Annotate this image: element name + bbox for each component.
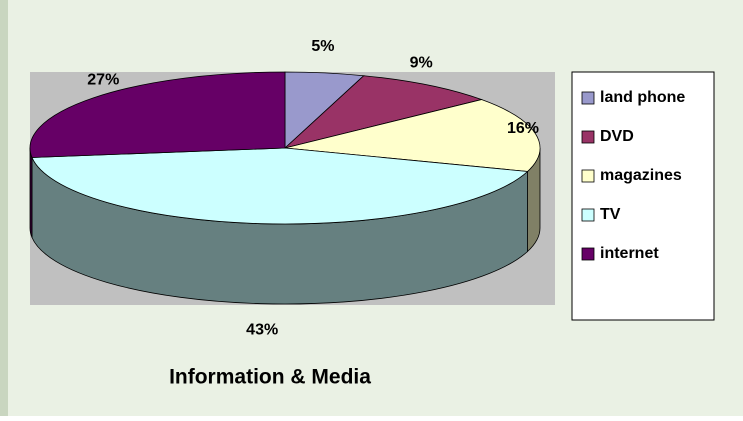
- pie-slice: [29, 71, 286, 158]
- legend-swatch: [581, 130, 595, 144]
- legend-label: land phone: [600, 89, 685, 106]
- legend-swatch: [581, 169, 595, 183]
- pie-side: [29, 147, 33, 238]
- legend-label: DVD: [600, 128, 634, 145]
- left-border: [0, 0, 8, 416]
- chart-title: Information & Media: [169, 366, 371, 389]
- data-label: 43%: [246, 321, 278, 338]
- pie-slice: [284, 99, 541, 172]
- data-label: 5%: [311, 38, 334, 55]
- legend-swatch: [581, 91, 595, 105]
- pie-slice: [31, 147, 529, 225]
- legend-swatch: [581, 208, 595, 222]
- legend-swatch: [581, 247, 595, 261]
- legend-label: TV: [600, 206, 621, 223]
- legend-label: internet: [600, 245, 659, 262]
- data-label: 9%: [410, 54, 433, 71]
- legend: [571, 71, 715, 321]
- data-label: 16%: [507, 120, 539, 137]
- pie-slice: [284, 75, 483, 149]
- legend-label: magazines: [600, 167, 682, 184]
- data-label: 27%: [87, 71, 119, 88]
